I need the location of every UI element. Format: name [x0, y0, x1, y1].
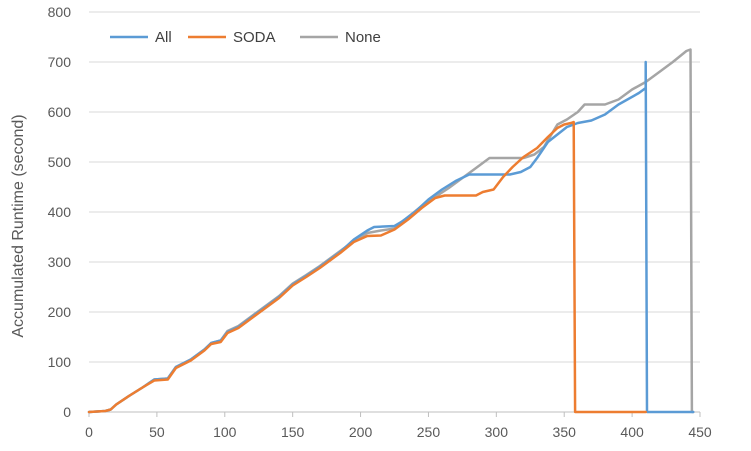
- x-tick-label: 50: [149, 424, 165, 440]
- y-tick-label: 600: [48, 104, 72, 120]
- x-tick-label: 350: [553, 424, 577, 440]
- legend-item-all: All: [110, 29, 172, 46]
- x-tick-label: 100: [213, 424, 237, 440]
- series-line-soda: [87, 120, 647, 414]
- y-tick-label: 300: [48, 254, 72, 270]
- x-tick-label: 150: [281, 424, 305, 440]
- x-tick-label: 450: [688, 424, 712, 440]
- legend-label: SODA: [233, 29, 276, 46]
- y-tick-label: 500: [48, 154, 72, 170]
- legend-label: All: [155, 29, 172, 46]
- series-lines: [87, 48, 695, 414]
- tick-labels: 0 100 200 300 400 500 600 700 800 0 50 100 150 200 250…: [48, 4, 712, 440]
- x-tick-label: 300: [485, 424, 509, 440]
- y-tick-label: 200: [48, 304, 72, 320]
- x-tick-label: 400: [620, 424, 644, 440]
- legend-item-none: None: [300, 29, 381, 46]
- y-axis-title: Accumulated Runtime (second): [10, 114, 27, 337]
- y-tick-label: 700: [48, 54, 72, 70]
- x-tick-label: 250: [417, 424, 441, 440]
- gridlines: [89, 11, 700, 363]
- y-tick-label: 400: [48, 204, 72, 220]
- legend-label: None: [345, 29, 381, 46]
- y-tick-label: 800: [48, 4, 72, 20]
- y-tick-label: 100: [48, 354, 72, 370]
- y-tick-label: 0: [63, 404, 71, 420]
- x-tick-label: 200: [349, 424, 373, 440]
- x-tick-label: 0: [85, 424, 93, 440]
- legend-item-soda: SODA: [188, 29, 276, 46]
- legend: All SODA None: [110, 29, 381, 46]
- series-line-all: [87, 60, 695, 414]
